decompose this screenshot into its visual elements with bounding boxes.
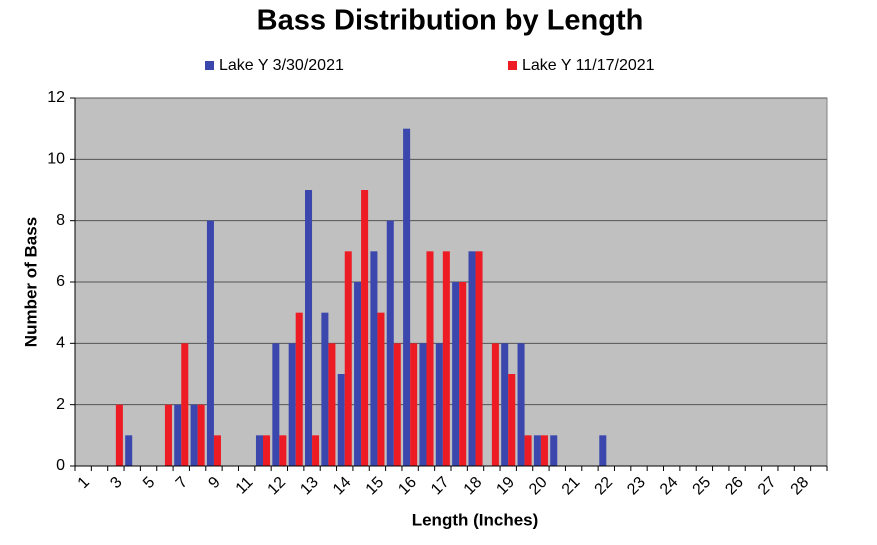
x-tick-label: 14 [330,474,355,499]
bar [468,251,476,466]
bar [393,343,401,466]
x-tick-label: 21 [559,474,584,499]
bar [508,374,516,466]
y-tick-label: 4 [56,335,65,352]
x-tick-label: 16 [395,474,420,499]
bar [344,251,352,466]
bar [328,343,336,466]
bar [459,282,467,466]
bar [524,435,532,466]
bar [337,374,345,466]
bar [263,435,271,466]
bar [599,435,607,466]
y-tick-label: 6 [56,273,65,290]
x-tick-label: 20 [526,474,551,499]
y-tick-label: 12 [47,89,65,106]
y-axis-title: Number of Bass [21,217,40,347]
bar [197,404,205,466]
x-tick-label: 18 [461,474,486,499]
x-tick-label: 24 [657,474,682,499]
x-tick-label: 19 [493,474,518,499]
bar [272,343,280,466]
bar [164,404,172,466]
x-tick-label: 9 [205,474,223,492]
bar [255,435,263,466]
bar [517,343,525,466]
x-tick-label: 13 [297,474,322,499]
bar [181,343,189,466]
bar [501,343,509,466]
bar [213,435,221,466]
legend-swatch [508,61,517,70]
y-tick-label: 10 [47,151,65,168]
bar [419,343,427,466]
bar [295,312,303,466]
bar [410,343,418,466]
bar [386,220,394,466]
x-axis-title: Length (Inches) [412,510,539,529]
x-tick-label: 12 [265,474,290,499]
y-tick-label: 8 [56,212,65,229]
x-tick-label: 17 [428,474,453,499]
chart-title: Bass Distribution by Length [257,5,644,37]
bar [475,251,483,466]
bar [354,282,362,466]
bar [321,312,329,466]
bar [426,251,434,466]
bar [491,343,499,466]
bar [550,435,558,466]
x-tick-label: 15 [363,474,388,499]
bar [540,435,548,466]
bar [190,404,198,466]
x-tick-label: 22 [592,474,617,499]
x-tick-label: 25 [690,474,715,499]
legend-label: Lake Y 3/30/2021 [219,57,344,74]
x-tick-label: 1 [75,474,93,492]
bar [377,312,385,466]
bar [206,220,214,466]
x-tick-label: 7 [173,474,191,492]
x-tick-label: 5 [140,474,158,492]
bar [125,435,133,466]
x-tick-label: 11 [233,474,257,498]
legend-swatch [205,61,214,70]
y-tick-label: 2 [56,396,65,413]
bar [435,343,443,466]
bar [403,128,411,466]
bar [174,404,182,466]
bar [288,343,296,466]
bar [361,190,369,466]
x-tick-label: 27 [755,474,780,499]
bar [533,435,541,466]
x-tick-label: 28 [788,474,813,499]
bar [370,251,378,466]
bar [452,282,460,466]
legend-label: Lake Y 11/17/2021 [522,57,655,74]
y-tick-label: 0 [56,457,65,474]
x-tick-label: 26 [722,474,747,499]
bar [442,251,450,466]
x-tick-label: 3 [107,474,125,492]
x-tick-label: 23 [624,474,649,499]
bar [312,435,320,466]
bar [115,404,123,466]
bar [305,190,313,466]
bar [279,435,287,466]
